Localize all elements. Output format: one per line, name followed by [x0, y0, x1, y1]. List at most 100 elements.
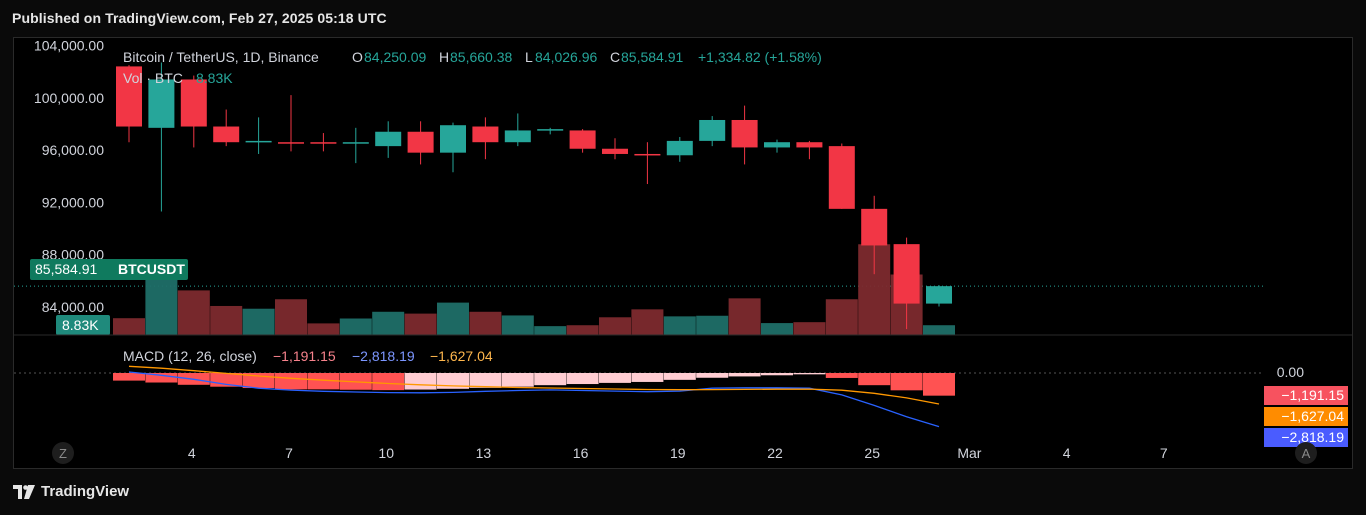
- price-tick-label: 96,000.00: [42, 142, 104, 158]
- macd-histogram-bar: [566, 373, 599, 385]
- macd-histogram-bar: [761, 373, 793, 376]
- candle-body: [472, 126, 499, 143]
- macd-line-value: −2,818.19: [352, 348, 415, 364]
- legend-c-label: C: [610, 49, 620, 65]
- time-tick-label: 13: [476, 445, 492, 461]
- macd-histogram-bar: [113, 373, 145, 381]
- legend-o-value: 84,250.09: [364, 49, 426, 65]
- volume-bar: [761, 323, 793, 335]
- volume-bar: [599, 317, 631, 335]
- legend: Bitcoin / TetherUS, 1D, Binance O 84,250…: [123, 49, 822, 86]
- chart-frame[interactable]: 104,000.00 100,000.00 96,000.00 92,000.00 88…: [13, 37, 1353, 469]
- volume-bar: [696, 315, 729, 335]
- volume-bar: [793, 322, 826, 335]
- legend-l-label: L: [525, 49, 533, 65]
- price-axis: 104,000.00 100,000.00 96,000.00 92,000.00 88…: [34, 38, 104, 315]
- volume-bar: [728, 298, 761, 335]
- volume-bar: [210, 305, 243, 335]
- candle-body: [764, 142, 790, 148]
- time-tick-label: 19: [670, 445, 686, 461]
- macd-histogram-bar: [534, 373, 567, 386]
- volume-bar: [242, 308, 275, 335]
- time-tick-label: 10: [378, 445, 394, 461]
- candle-body: [310, 142, 337, 144]
- volume-bar: [177, 290, 210, 335]
- candle-body: [278, 142, 304, 144]
- zoom-button-label: Z: [59, 446, 67, 461]
- last-price-symbol: BTCUSDT: [118, 261, 185, 277]
- candle-body: [861, 208, 888, 246]
- volume-bar: [437, 302, 469, 335]
- last-price-value: 85,584.91: [35, 261, 97, 277]
- macd-histogram-bar: [793, 373, 826, 375]
- macd-histogram-bar: [437, 373, 469, 389]
- candle-body: [602, 148, 628, 154]
- macd-histogram-bar: [145, 373, 178, 383]
- tradingview-logo[interactable]: TradingView: [13, 483, 129, 500]
- volume-bar: [566, 325, 599, 335]
- volume-bar: [404, 313, 437, 335]
- legend-vol-value: 8.83K: [196, 70, 233, 86]
- macd-hist-tag: −1,191.15: [1264, 386, 1348, 405]
- volume-bars: [113, 244, 955, 335]
- volume-bar: [501, 315, 534, 335]
- candle-body: [342, 142, 369, 144]
- candle-body: [926, 286, 952, 304]
- candle-body: [828, 146, 855, 209]
- volume-tag-value: 8.83K: [62, 317, 99, 333]
- macd-signal-tag: −1,627.04: [1264, 407, 1348, 426]
- macd-label: MACD (12, 26, close): [123, 348, 257, 364]
- legend-h-label: H: [439, 49, 449, 65]
- time-tick-label: 7: [1160, 445, 1168, 461]
- candle-body: [504, 130, 531, 143]
- macd-hist-tag-value: −1,191.15: [1281, 387, 1344, 403]
- last-price-tag: 85,584.91 BTCUSDT: [30, 259, 188, 280]
- price-tick-label: 92,000.00: [42, 194, 104, 210]
- price-tick-label: 88,000.00: [42, 247, 104, 263]
- macd-signal-value: −1,627.04: [430, 348, 493, 364]
- chart-canvas[interactable]: 104,000.00 100,000.00 96,000.00 92,000.00 88…: [14, 38, 1352, 468]
- legend-l-value: 84,026.96: [535, 49, 597, 65]
- macd-pane[interactable]: MACD (12, 26, close) −1,191.15 −2,818.19…: [14, 348, 1348, 447]
- candle-body: [731, 119, 758, 148]
- price-tick-label: 104,000.00: [34, 38, 104, 54]
- legend-symbol: Bitcoin / TetherUS, 1D, Binance: [123, 49, 319, 65]
- macd-histogram-bar: [404, 373, 437, 390]
- time-tick-label: 4: [188, 445, 196, 461]
- macd-zero-label: 0.00: [1277, 364, 1304, 380]
- volume-bar: [631, 309, 664, 335]
- macd-histogram-bar: [599, 373, 631, 383]
- macd-hist-value: −1,191.15: [273, 348, 336, 364]
- legend-change: +1,334.82 (+1.58%): [698, 49, 822, 65]
- macd-line-tag-value: −2,818.19: [1281, 429, 1344, 445]
- macd-histogram-bar: [728, 373, 761, 377]
- candle-body: [796, 142, 823, 148]
- candle-body: [148, 79, 175, 128]
- volume-bar: [339, 318, 372, 335]
- time-tick-label: 22: [767, 445, 783, 461]
- price-tick-label: 100,000.00: [34, 90, 104, 106]
- candle-body: [440, 125, 466, 153]
- published-caption: Published on TradingView.com, Feb 27, 20…: [12, 10, 387, 26]
- time-tick-label: 7: [285, 445, 293, 461]
- macd-histogram-bar: [501, 373, 534, 387]
- candle-body: [634, 153, 661, 156]
- candle-body: [245, 140, 272, 143]
- candle-body: [213, 126, 240, 143]
- volume-bar: [307, 323, 340, 335]
- auto-scale-button[interactable]: A: [1295, 442, 1317, 464]
- candle-body: [180, 79, 207, 127]
- macd-histogram-bar: [858, 373, 891, 386]
- volume-bar: [825, 299, 858, 335]
- legend-h-value: 85,660.38: [450, 49, 512, 65]
- volume-bar: [663, 316, 696, 335]
- macd-line: [128, 371, 940, 428]
- time-tick-label: 25: [864, 445, 880, 461]
- zoom-button[interactable]: Z: [52, 442, 74, 464]
- auto-scale-button-label: A: [1302, 446, 1311, 461]
- signal-line: [128, 365, 940, 405]
- macd-histogram-bar: [923, 373, 955, 396]
- volume-bar: [534, 326, 567, 335]
- tradingview-logo-icon: [13, 484, 35, 499]
- legend-c-value: 85,584.91: [621, 49, 683, 65]
